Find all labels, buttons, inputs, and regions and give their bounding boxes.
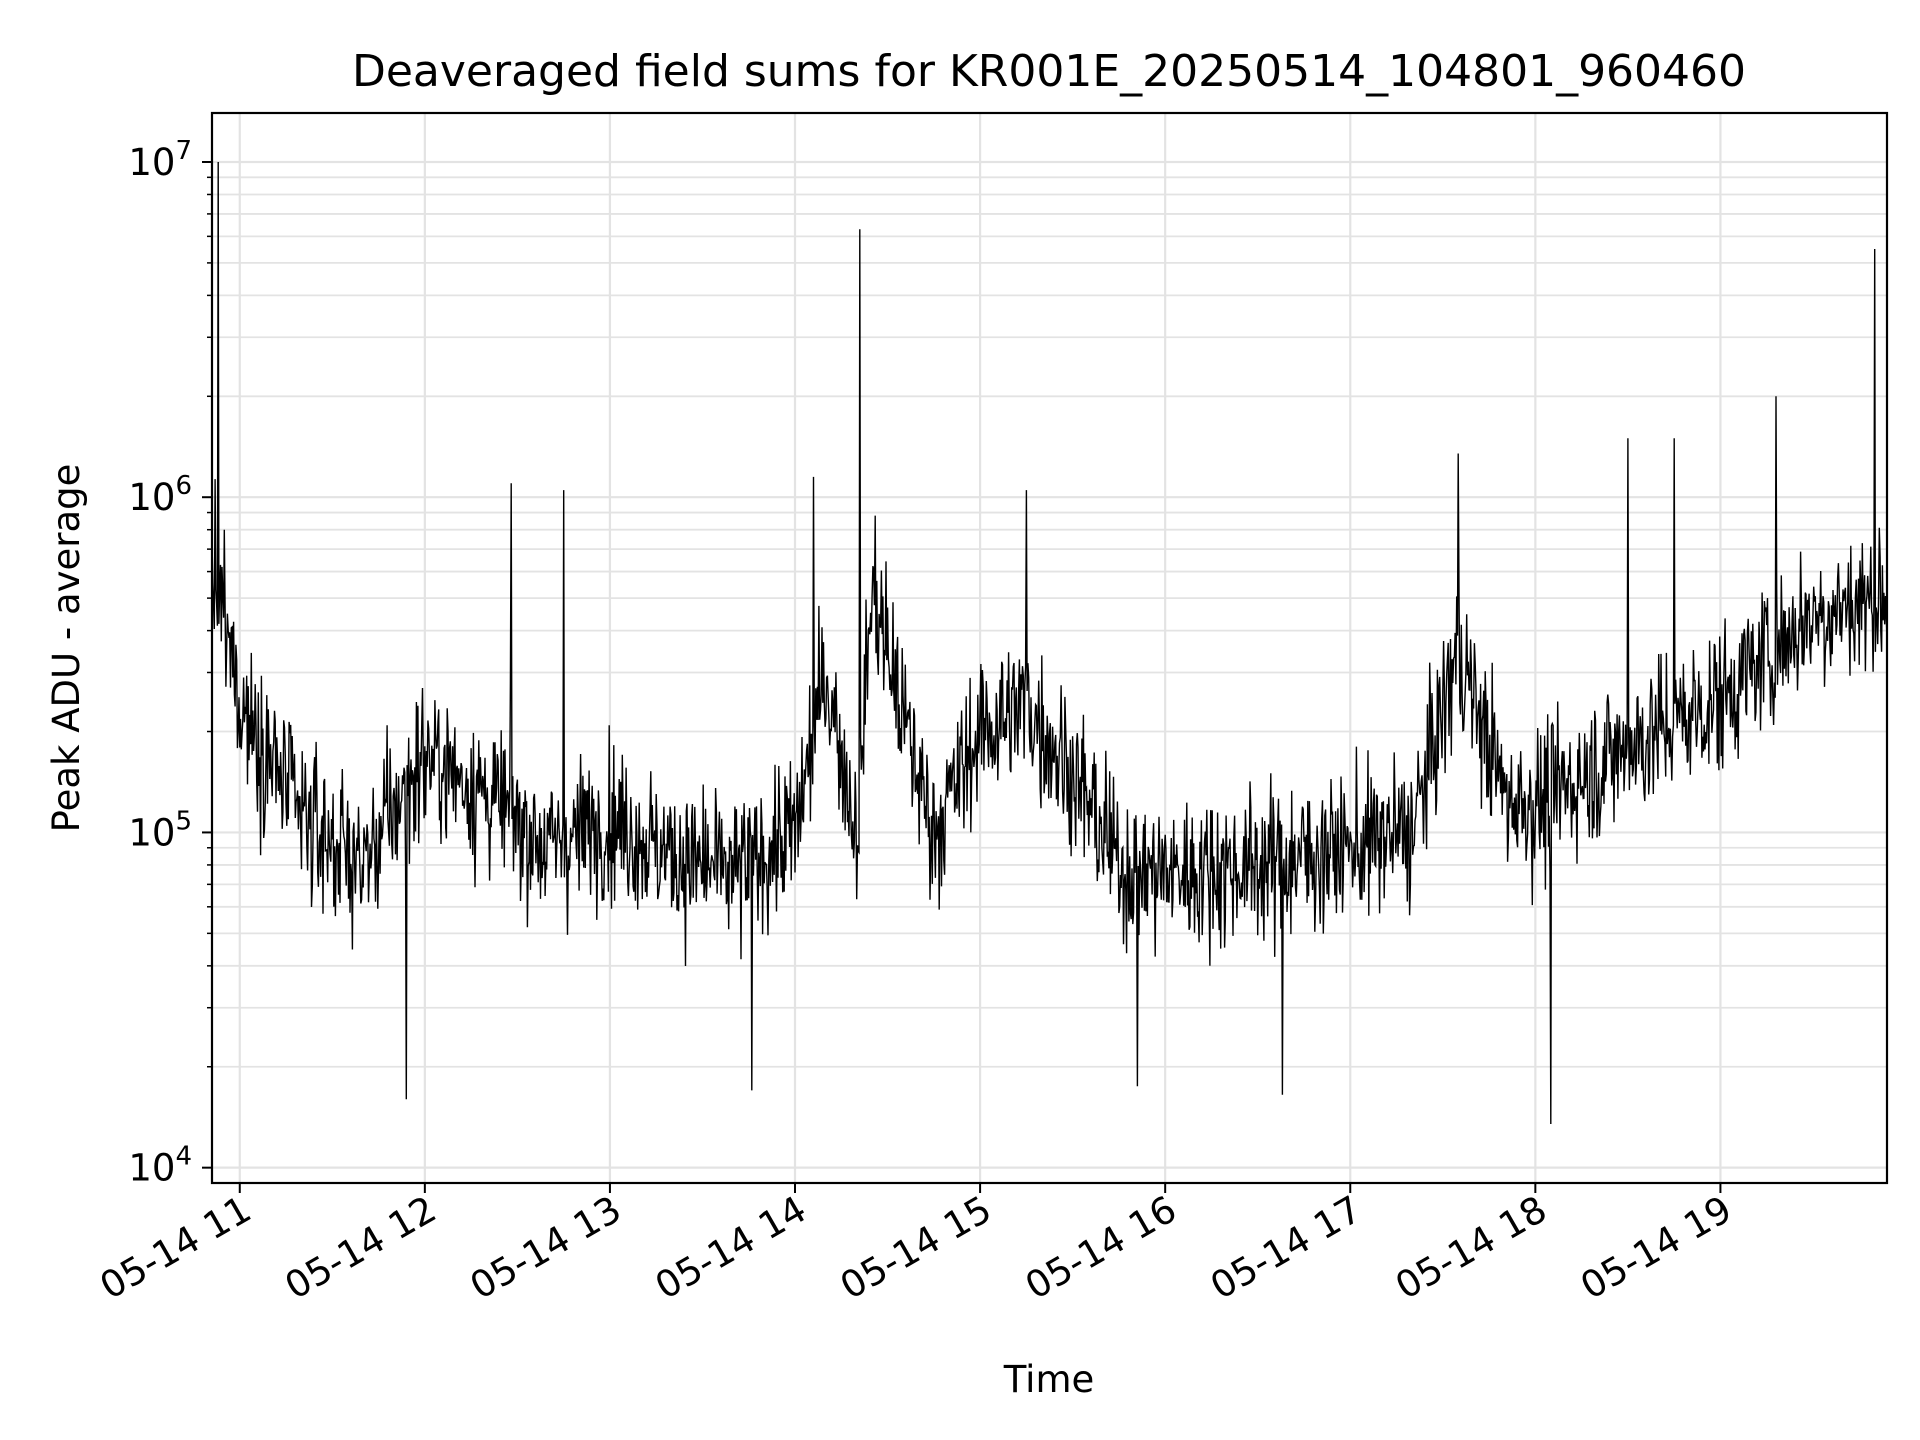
chart-title: Deaveraged field sums for KR001E_2025051… (352, 46, 1746, 97)
y-tick-label: 105 (128, 806, 192, 854)
series-layer (211, 161, 1888, 1125)
y-tick-label: 107 (128, 136, 192, 184)
y-tick-label: 104 (128, 1142, 192, 1190)
y-tick-label: 106 (128, 471, 192, 519)
y-ticks: 104 105 106 107 (128, 136, 212, 1190)
plot-frame (210, 111, 1889, 1185)
x-axis-label: Time (1003, 1358, 1095, 1401)
series-line-0 (211, 161, 1888, 1125)
y-axis-label: Peak ADU - average (45, 464, 88, 833)
